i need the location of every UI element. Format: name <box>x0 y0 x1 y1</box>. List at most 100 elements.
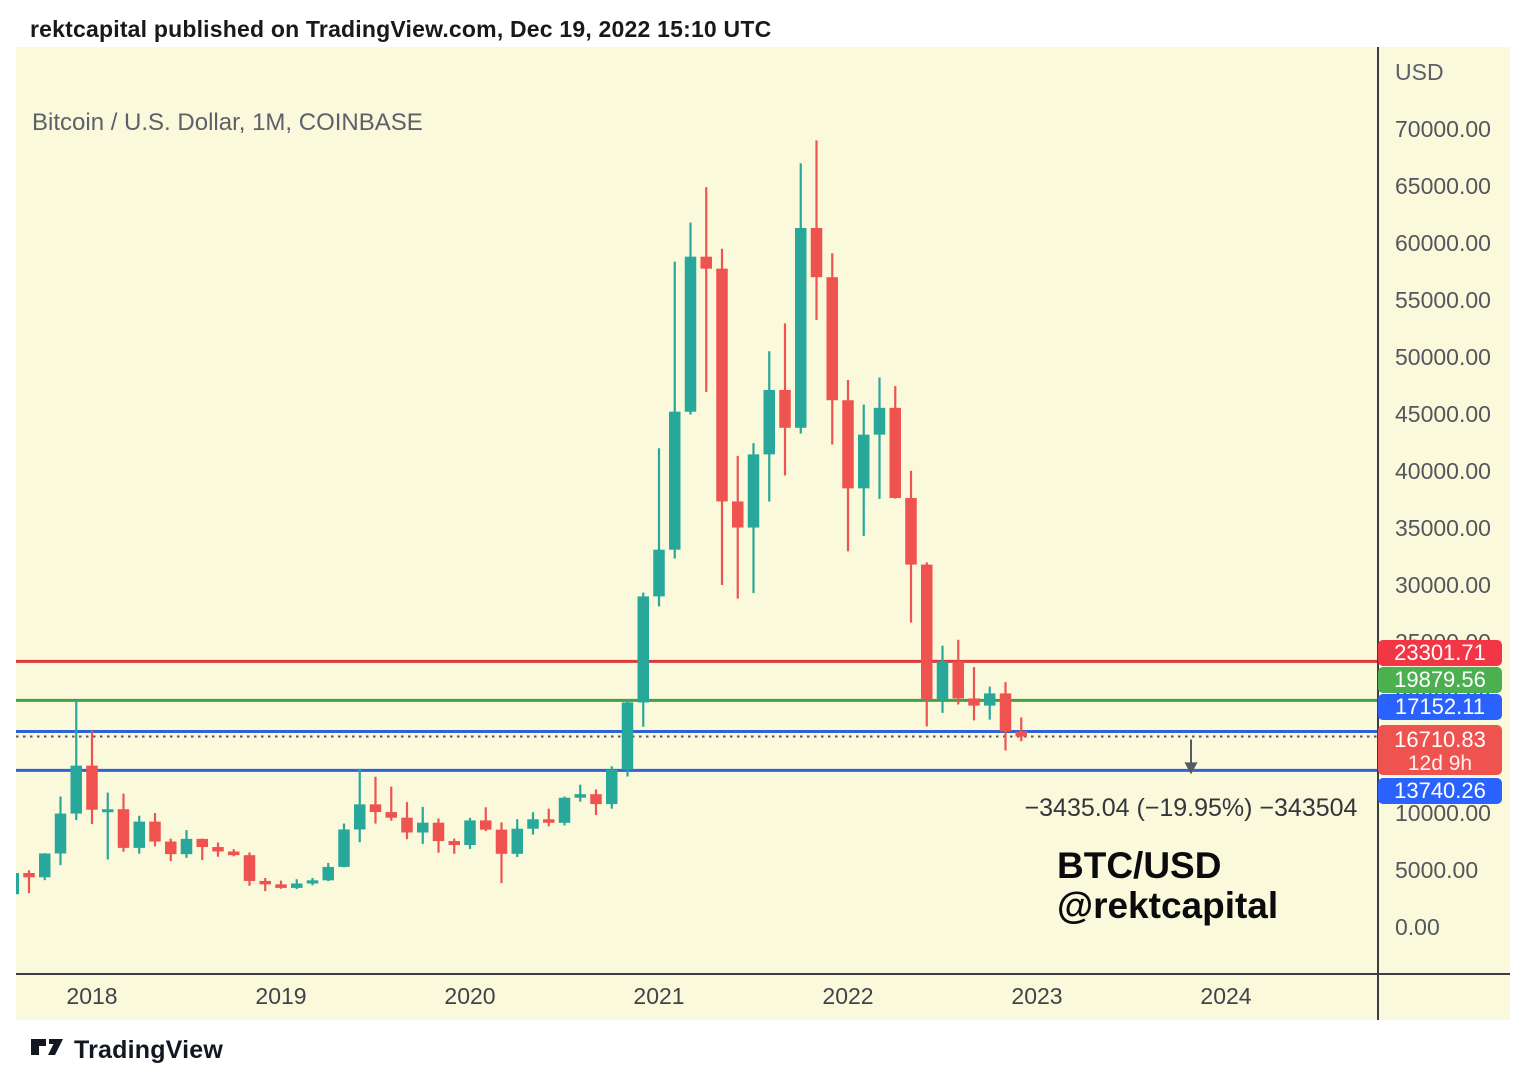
candle-2022-09 <box>968 667 980 721</box>
price-axis-label-13740.26[interactable]: 13740.26 <box>1378 778 1502 804</box>
candle-2022-02 <box>858 404 870 536</box>
x-axis-year-2019: 2019 <box>255 983 307 1009</box>
price-label-value: 16710.83 <box>1394 727 1486 752</box>
y-axis-tick-60000: 60000.00 <box>1395 230 1491 256</box>
chart-region: Bitcoin / U.S. Dollar, 1M, COINBASE −343… <box>16 47 1510 1020</box>
candle-2019-09 <box>401 802 413 840</box>
y-axis-tick-55000: 55000.00 <box>1395 287 1491 313</box>
x-axis-year-2022: 2022 <box>822 983 874 1009</box>
candle-2019-06 <box>354 768 366 843</box>
candle-2018-09 <box>212 842 224 857</box>
candle-2018-04 <box>133 815 145 854</box>
tradingview-footer[interactable]: TradingView <box>30 1033 223 1067</box>
x-axis-year-2023: 2023 <box>1011 983 1063 1009</box>
candle-2020-06 <box>543 808 555 827</box>
candle-2018-02 <box>102 792 114 860</box>
candle-2021-11 <box>810 140 823 320</box>
candle-2021-09 <box>779 323 791 476</box>
publish-attribution: rektcapital published on TradingView.com… <box>30 16 772 42</box>
y-axis-tick-40000: 40000.00 <box>1395 458 1491 484</box>
candle-2022-10 <box>984 686 996 720</box>
candle-2019-12 <box>448 838 460 854</box>
candle-2018-07 <box>180 830 193 858</box>
symbol-title: Bitcoin / U.S. Dollar, 1M, COINBASE <box>32 109 423 136</box>
axis-divider-line <box>1377 47 1379 1020</box>
candle-2017-10 <box>39 853 51 881</box>
candle-2019-11 <box>432 818 445 853</box>
candle-2021-12 <box>826 253 838 445</box>
chart-canvas[interactable] <box>16 47 1377 973</box>
y-axis-tick-45000: 45000.00 <box>1395 401 1491 427</box>
candle-2018-08 <box>196 838 208 860</box>
candle-2022-01 <box>842 379 854 552</box>
candle-2020-08 <box>574 784 586 802</box>
candle-2019-01 <box>275 880 287 889</box>
price-axis[interactable]: USD 0.005000.0010000.0015000.0020000.002… <box>1379 47 1510 1020</box>
candle-2022-04 <box>889 386 901 499</box>
axis-currency-label: USD <box>1395 59 1444 85</box>
candle-2018-10 <box>228 849 240 857</box>
candle-2020-07 <box>558 796 571 826</box>
candle-2018-01 <box>86 730 98 825</box>
price-axis-label-19879.56[interactable]: 19879.56 <box>1378 667 1502 693</box>
candle-2020-10 <box>606 766 618 809</box>
tradingview-brand-text: TradingView <box>74 1035 224 1064</box>
candle-2018-03 <box>117 793 130 852</box>
candle-2021-10 <box>795 163 807 434</box>
y-axis-tick-30000: 30000.00 <box>1395 572 1491 598</box>
price-axis-label-17152.11[interactable]: 17152.11 <box>1378 694 1502 720</box>
x-axis-year-2021: 2021 <box>633 983 685 1009</box>
candle-2018-11 <box>243 852 256 886</box>
y-axis-tick-50000: 50000.00 <box>1395 344 1491 370</box>
time-axis-line <box>16 973 1510 975</box>
price-label-value: 17152.11 <box>1394 694 1486 719</box>
candle-2019-05 <box>338 823 350 868</box>
candle-2017-08 <box>16 873 19 895</box>
y-axis-tick-70000: 70000.00 <box>1395 116 1491 142</box>
candle-2021-06 <box>732 455 744 599</box>
candle-2022-05 <box>905 470 917 623</box>
candle-2022-03 <box>873 377 886 499</box>
candle-2021-08 <box>763 351 775 502</box>
y-axis-tick-65000: 65000.00 <box>1395 173 1491 199</box>
x-axis-year-2020: 2020 <box>444 983 496 1009</box>
candle-2018-05 <box>149 813 161 847</box>
candle-2019-07 <box>369 776 382 824</box>
watermark-symbol: BTC/USD <box>1057 845 1222 886</box>
candle-2018-06 <box>165 838 177 862</box>
price-axis-label-23301.71[interactable]: 23301.71 <box>1378 640 1502 666</box>
candle-2020-12 <box>637 592 649 727</box>
y-axis-tick-35000: 35000.00 <box>1395 515 1491 541</box>
candle-2022-11 <box>999 682 1012 751</box>
candle-2021-07 <box>747 443 760 593</box>
candle-2022-07 <box>936 645 949 713</box>
y-axis-tick-10000: 10000.00 <box>1395 800 1491 826</box>
candle-2021-04 <box>700 187 712 392</box>
tradingview-logo-icon <box>31 1039 63 1055</box>
price-change-annotation: −3435.04 (−19.95%) −343504 <box>1024 794 1358 822</box>
price-axis-label-16710.83[interactable]: 16710.83 12d 9h <box>1378 725 1502 775</box>
y-axis-tick-5000: 5000.00 <box>1395 857 1479 883</box>
candle-2021-01 <box>653 448 665 607</box>
candle-2020-05 <box>527 812 539 835</box>
candle-2020-03 <box>495 822 508 884</box>
candle-2021-03 <box>684 222 697 415</box>
candle-2020-04 <box>511 819 523 858</box>
candle-2022-08 <box>952 639 964 705</box>
candle-2019-03 <box>306 878 319 886</box>
watermark-handle: @rektcapital <box>1057 885 1279 926</box>
projection-arrow-icon <box>1184 739 1198 775</box>
candle-2018-12 <box>259 877 271 892</box>
candle-2020-11 <box>621 700 634 777</box>
candle-2020-02 <box>480 807 492 832</box>
y-axis-tick-0: 0.00 <box>1395 914 1440 940</box>
price-label-value: 23301.71 <box>1394 640 1486 665</box>
price-label-value: 13740.26 <box>1394 778 1486 803</box>
candle-2017-09 <box>23 870 35 894</box>
candle-2021-05 <box>716 248 728 585</box>
candle-2017-11 <box>54 796 67 866</box>
candle-2019-04 <box>322 862 334 882</box>
candle-2019-02 <box>291 879 303 890</box>
candle-2022-12 <box>1015 717 1027 742</box>
